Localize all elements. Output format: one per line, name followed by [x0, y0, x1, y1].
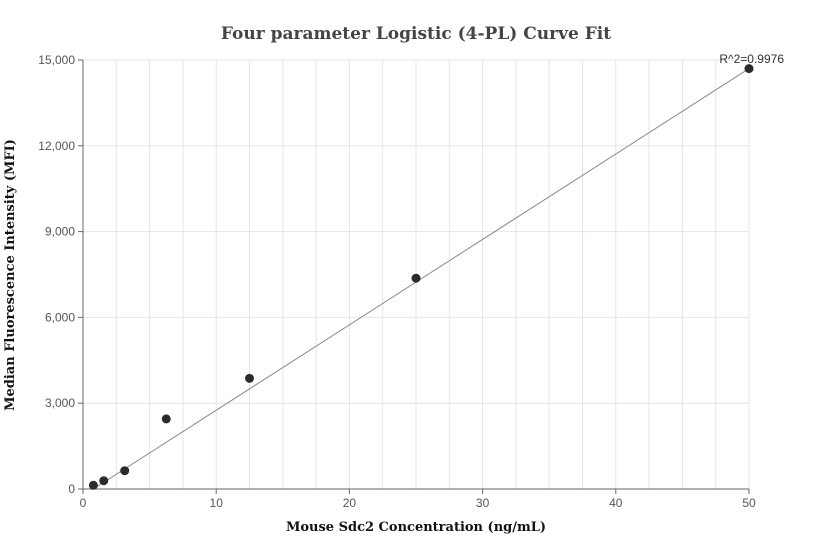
y-axis-label: Median Fluorescence Intensity (MFI)	[3, 139, 18, 411]
data-point	[161, 414, 171, 424]
y-tick-label: 9,000	[45, 225, 75, 239]
fit-curve	[93, 68, 750, 490]
data-point	[88, 480, 98, 490]
x-tick-label: 50	[742, 496, 756, 510]
data-point	[744, 64, 754, 74]
y-tick-label: 6,000	[45, 310, 75, 324]
fit-curve-layer	[93, 68, 750, 490]
y-tick-label: 3,000	[45, 396, 75, 410]
data-point	[99, 476, 109, 486]
data-point	[245, 373, 254, 383]
x-tick-label: 0	[80, 496, 87, 510]
axes: 0 3,000 6,000 9,000 12,000 15,000 0 10 20 30 40 50	[38, 53, 756, 510]
r-squared-annotation: R^2=0.9976	[719, 52, 784, 66]
y-tick-label: 0	[68, 482, 75, 496]
data-point	[120, 466, 130, 476]
chart-title: Four parameter Logistic (4-PL) Curve Fit	[221, 24, 611, 44]
data-point	[411, 273, 421, 283]
x-tick-label: 40	[609, 496, 623, 510]
x-tick-label: 10	[210, 496, 224, 510]
y-tick-label: 15,000	[38, 53, 75, 67]
x-tick-label: 20	[343, 496, 357, 510]
x-axis-label: Mouse Sdc2 Concentration (ng/mL)	[286, 520, 546, 535]
x-tick-label: 30	[476, 496, 490, 510]
data-points	[88, 64, 754, 490]
y-tick-label: 12,000	[38, 139, 75, 153]
